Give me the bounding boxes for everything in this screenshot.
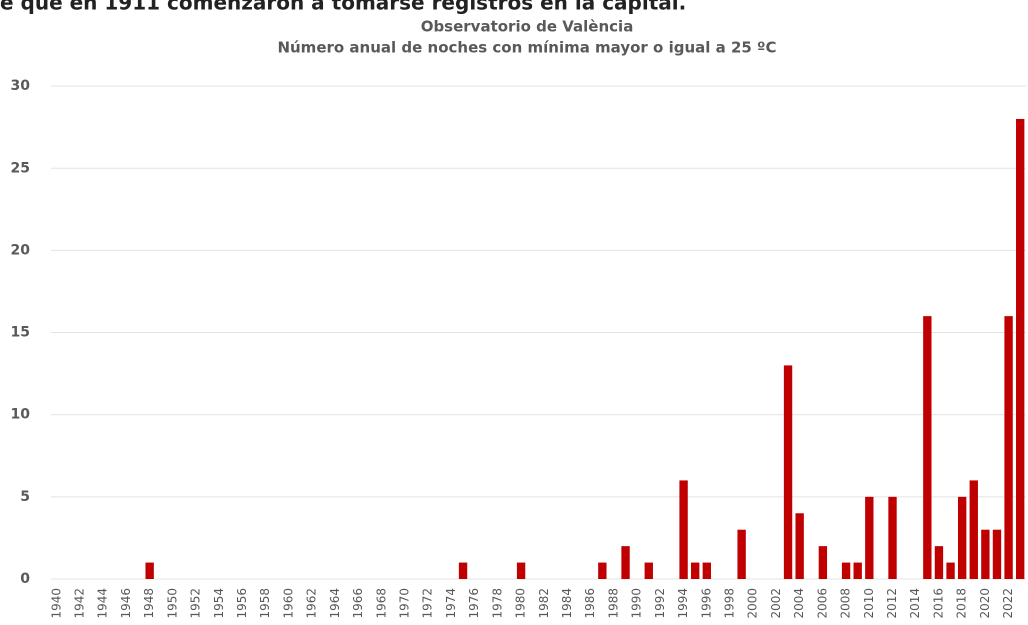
x-tick-label: 2022 [1001,588,1015,619]
x-tick-label: 1940 [49,588,63,619]
x-tick-label: 1946 [119,588,133,619]
x-tick-label: 1996 [699,588,713,619]
x-tick-label: 1990 [630,588,644,619]
x-tick-label: 1988 [606,588,620,619]
x-tick-label: 2010 [862,588,876,619]
bar [458,562,468,579]
x-tick-label: 2008 [839,588,853,619]
bar [783,365,793,579]
x-tick-label: 2020 [978,588,992,619]
bar [795,513,804,579]
bar [598,562,607,579]
bar [957,496,967,579]
x-tick-label: 1958 [258,588,272,619]
x-tick-label: 2012 [885,588,899,619]
y-tick-label: 10 [11,407,31,423]
x-tick-label: 1984 [560,588,574,619]
bar [934,546,944,579]
bar [1016,118,1025,580]
bar [946,562,955,579]
x-tick-label: 1954 [212,588,226,619]
x-tick-label: 1962 [305,588,319,619]
x-tick-label: 1970 [398,588,412,619]
x-tick-label: 2018 [955,588,969,619]
x-tick-label: 1966 [351,588,365,619]
x-tick-label: 1974 [444,588,458,619]
x-tick-label: 1944 [96,588,110,619]
bar [679,480,688,579]
bar [516,562,526,579]
bar [841,562,851,579]
bar [818,546,828,579]
bar [865,496,874,579]
bar [702,562,711,579]
bar [923,316,932,579]
caption: e que en 1911 comenzaron a tomarse regis… [0,0,686,15]
bar [145,562,154,579]
x-tick-label: 1956 [235,588,249,619]
x-tick-label: 1982 [537,588,551,619]
x-tick-label: 1968 [374,588,388,619]
x-tick-label: 1986 [583,588,597,619]
x-tick-label: 1972 [421,588,435,619]
bar [888,496,897,579]
x-tick-label: 1948 [142,588,156,619]
x-tick-label: 1994 [676,588,690,619]
x-tick-label: 1992 [653,588,667,619]
bar [992,529,1002,579]
y-tick-label: 30 [11,78,31,94]
bar [969,480,978,579]
y-tick-label: 0 [20,571,30,587]
x-tick-label: 1964 [328,588,342,619]
x-tick-label: 1976 [467,588,481,619]
y-tick-label: 15 [11,325,30,341]
x-tick-label: 1942 [73,588,87,619]
bar [621,546,630,579]
x-tick-label: 1950 [165,588,179,619]
x-tick-label: 1952 [189,588,203,619]
bar [691,562,700,579]
bar [981,529,990,579]
x-tick-label: 2002 [769,588,783,619]
x-tick-label: 2000 [746,588,760,619]
bar [644,562,653,579]
x-tick-label: 1960 [281,588,295,619]
x-tick-label: 1978 [490,588,504,619]
x-tick-label: 1998 [723,588,737,619]
bar [853,562,862,579]
bar [1004,316,1013,579]
y-tick-label: 25 [11,160,30,176]
y-tick-label: 20 [11,242,31,258]
y-tick-label: 5 [20,489,30,505]
x-tick-label: 2006 [815,588,829,619]
chart-title: Observatorio de València [421,18,634,36]
bar [737,529,746,579]
chart-subtitle: Número anual de noches con mínima mayor … [277,39,776,57]
x-tick-label: 1980 [514,588,528,619]
x-tick-label: 2016 [931,588,945,619]
grid [51,85,1026,580]
x-tick-label: 2004 [792,588,806,619]
x-tick-label: 2014 [908,588,922,619]
